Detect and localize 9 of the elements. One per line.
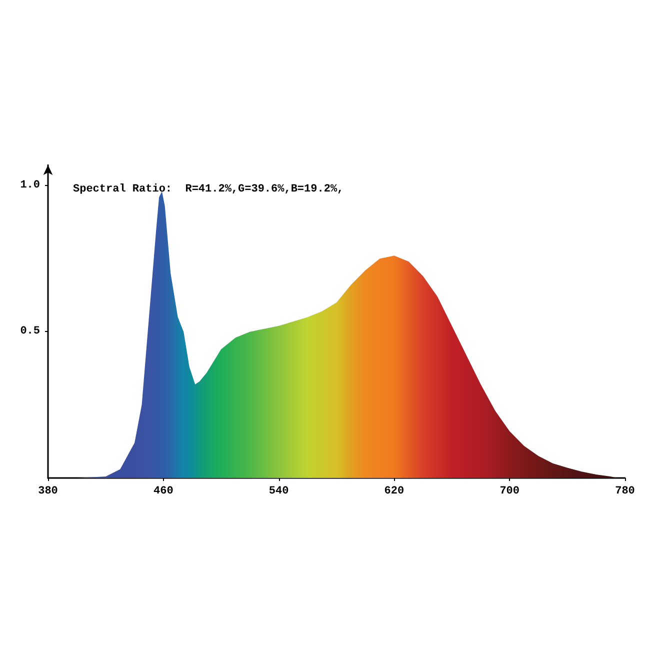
x-tick-label: 540	[268, 486, 289, 498]
y-tick-label: 1.0	[20, 179, 40, 192]
x-tick-label: 380	[38, 486, 58, 498]
text: Spectral Ratio: R=41.2%,G=39.6%,B=19.2%,	[73, 184, 344, 196]
x-tick-label: 620	[384, 486, 404, 498]
x-tick-label: 700	[500, 486, 520, 498]
x-tick-label: 780	[615, 486, 635, 498]
y-tick-label: 0.5	[20, 326, 40, 338]
x-tick-label: 460	[153, 486, 174, 498]
